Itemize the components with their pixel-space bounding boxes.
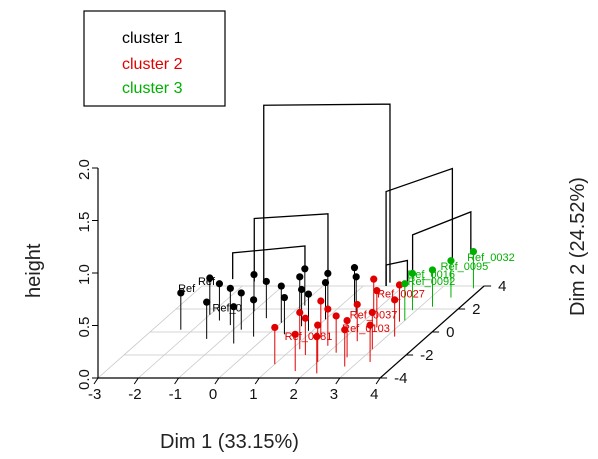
data-point-cluster-2 [343,316,351,325]
x-axis-title: Dim 1 (33.15%) [160,431,299,453]
data-point-cluster-1 [301,265,309,273]
x-tick-label: 0 [209,386,217,403]
data-point-cluster-1 [352,273,360,281]
x-tick-label: -2 [128,386,141,403]
point-label-cluster-3: Ref_0032 [467,252,515,264]
dendrogram [232,103,472,287]
data-point-cluster-2 [373,287,381,295]
point-label-cluster-3: Ref_0016 [407,269,455,281]
data-point-cluster-3 [408,269,417,277]
point-label-cluster-3: Ref_0095 [441,261,489,273]
legend-item-cluster-2: cluster 2 [122,56,183,73]
z-tick-label: 0.0 [76,369,93,390]
x-tick-label: 3 [330,386,338,403]
x-tick [174,377,180,385]
y-axis-title: Dim 2 (24.52%) [567,177,589,316]
dendrogram-link [385,259,409,287]
data-point-cluster-2 [313,333,321,341]
z-tick-label: 2.0 [76,159,93,180]
x-tick-label: -3 [88,386,101,403]
z-tick-label: 0.5 [76,317,93,338]
data-point-cluster-1 [226,284,234,292]
data-point-cluster-1 [297,285,306,294]
x-tick [93,377,99,385]
point-label-cluster-3: Ref_0092 [408,276,456,288]
data-point-cluster-1 [321,279,330,287]
dendrogram-link [253,213,329,282]
dendrogram-link [263,103,391,284]
z-tick-label: 1.5 [76,212,93,233]
data-point-cluster-2 [296,308,304,317]
data-point-cluster-1 [250,296,258,304]
data-point-cluster-1 [237,289,245,297]
data-points [177,247,478,374]
dendrogram-link [385,167,454,287]
point-label-cluster-1: Ref [198,276,216,288]
data-point-cluster-3 [469,247,478,256]
z-tick-label: 1.0 [76,264,93,285]
data-point-cluster-1 [203,298,211,306]
point-label-cluster-1: Ref_0 [212,302,241,314]
legend: cluster 1 cluster 2 cluster 3 [83,10,226,107]
x-tick [295,377,300,385]
legend-item-cluster-3: cluster 3 [122,80,183,97]
y-tick-label: 4 [498,278,506,295]
data-point-cluster-1 [177,289,185,297]
legend-item-cluster-1: cluster 1 [122,30,183,47]
x-tick-label: 4 [370,386,378,403]
x-tick-label: 2 [290,386,298,403]
x-tick [375,377,381,385]
x-tick [254,377,260,385]
data-point-cluster-1 [230,303,238,311]
dendrogram-link [411,210,472,277]
data-point-cluster-1 [324,269,332,277]
y-tick-label: -4 [394,370,407,387]
data-point-cluster-1 [277,282,285,290]
data-point-cluster-2 [391,296,399,304]
data-point-cluster-1 [296,273,304,281]
data-point-cluster-1 [280,293,289,302]
data-point-cluster-2 [314,321,322,329]
data-point-cluster-1 [250,270,258,279]
data-point-cluster-2 [370,275,378,283]
data-point-cluster-1 [262,277,270,286]
data-point-cluster-1 [304,290,313,298]
data-point-cluster-1 [350,264,359,272]
x-tick-label: -1 [169,386,182,403]
dendrogram-link [232,245,306,280]
point-label-cluster-2: Ref_0027 [377,289,425,301]
data-point-cluster-3 [428,266,437,274]
data-point-cluster-3 [401,280,409,288]
data-point-cluster-2 [341,326,349,334]
y-tick-label: 0 [446,324,454,341]
x-tick [214,377,220,385]
data-point-cluster-2 [324,305,332,313]
y-tick-label: -2 [420,347,433,364]
x-tick-label: 1 [249,386,257,403]
data-point-cluster-2 [271,323,279,332]
legend-box [83,10,226,107]
data-point-cluster-2 [332,312,340,320]
data-point-cluster-1 [215,280,224,288]
x-tick [133,377,139,385]
data-point-cluster-2 [317,297,325,305]
y-tick-label: 2 [472,301,480,318]
axes: -3 -2 -1 0 1 2 3 4 4 2 0 -2 -4 0.0 0.5 1.0 1.5 2.0 [76,159,506,403]
x-tick [335,377,341,385]
z-axis-title: height [23,243,45,298]
data-point-cluster-2 [301,314,309,322]
data-point-cluster-2 [353,300,361,309]
point-label-cluster-2: Ref_0081 [285,331,333,343]
point-label-cluster-2: Ref_0103 [342,323,390,335]
data-point-cluster-1 [206,274,214,282]
data-point-cluster-3 [447,257,455,265]
point-label-cluster-2: Ref_0037 [350,309,398,321]
data-point-cluster-2 [366,321,374,329]
data-point-cluster-2 [291,330,299,338]
point-label-cluster-1: Ref [178,283,196,295]
